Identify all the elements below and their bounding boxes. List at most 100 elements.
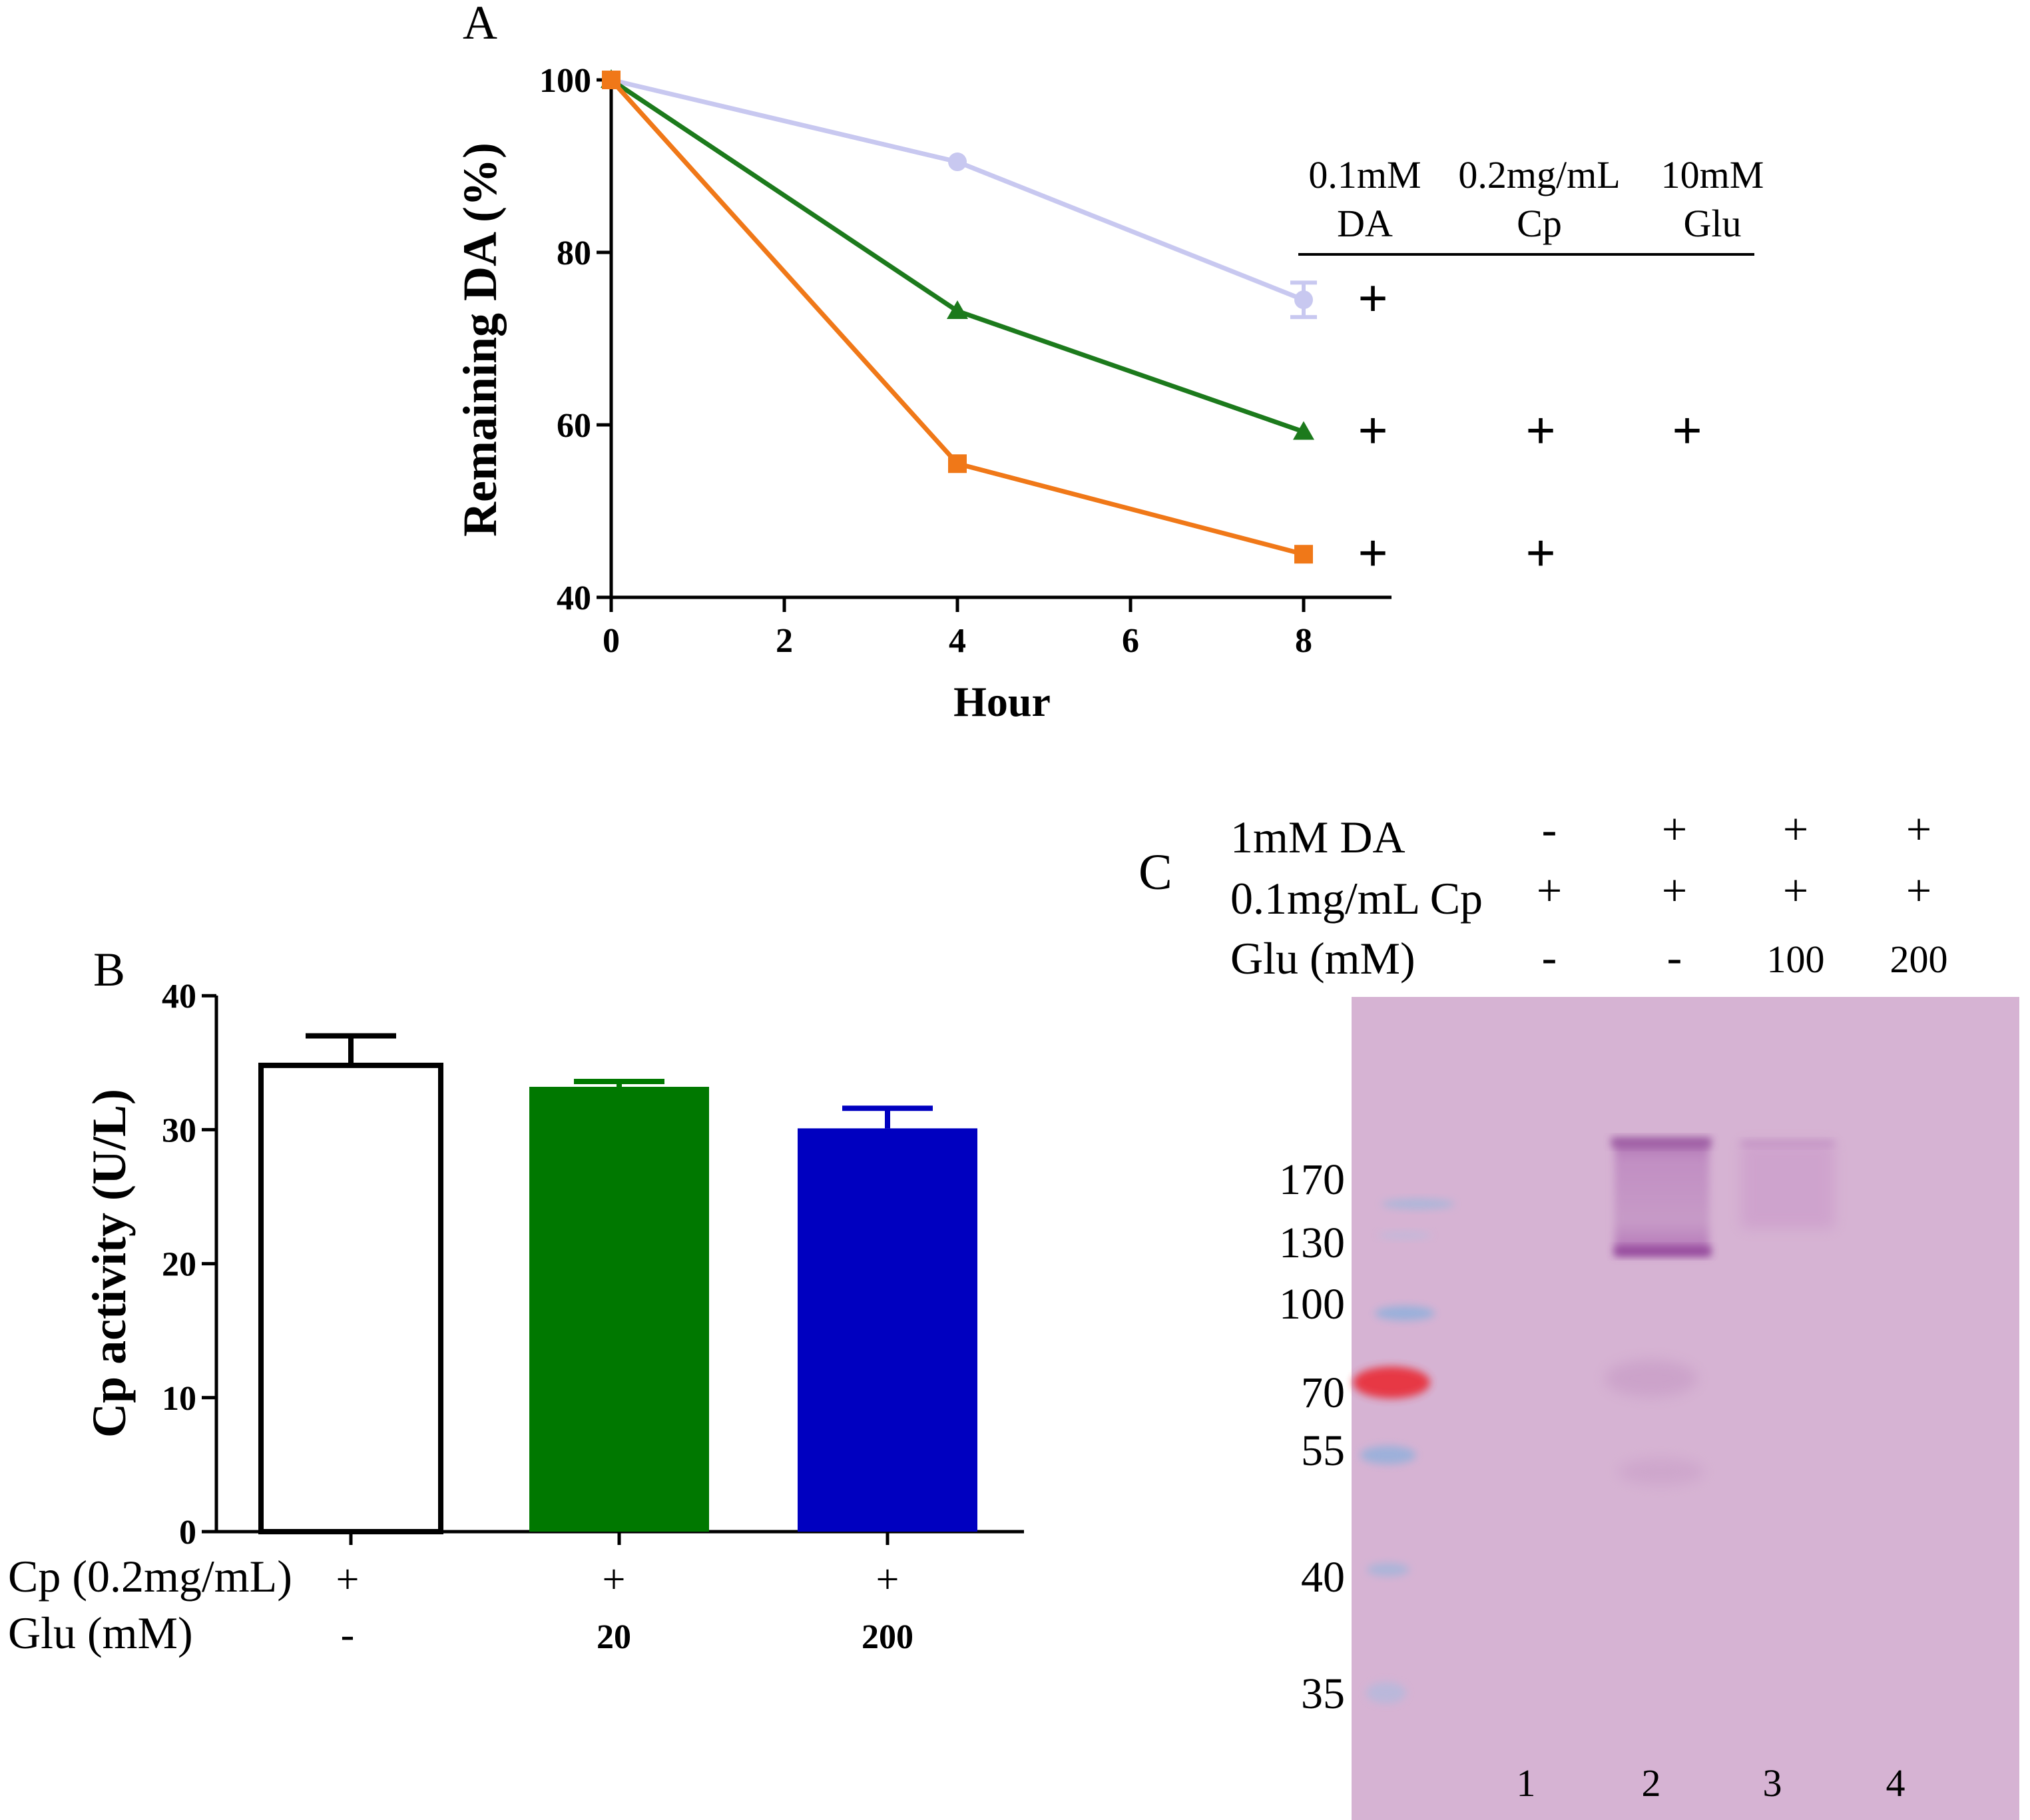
panel-c-label: C bbox=[1139, 844, 1172, 900]
ladder-band-40 bbox=[1367, 1563, 1409, 1576]
panel-b-row-label-glu: Glu (mM) bbox=[8, 1608, 193, 1658]
lane2-top-band bbox=[1611, 1137, 1711, 1147]
panel-a-x-ticks: 0 2 4 6 8 bbox=[603, 597, 1312, 660]
a-point-da-cp bbox=[1294, 545, 1313, 564]
b-glu-cell-3: 200 bbox=[862, 1618, 913, 1656]
a-point-da-cp bbox=[948, 454, 967, 473]
c-marker-35: 35 bbox=[1301, 1669, 1345, 1718]
a-x-tick-label: 0 bbox=[603, 622, 620, 660]
c-lane-number-3: 3 bbox=[1763, 1761, 1782, 1805]
c-lane-number-1: 1 bbox=[1517, 1761, 1536, 1805]
lane2-high-mw-smear bbox=[1615, 1142, 1709, 1255]
b-y-tick-label: 0 bbox=[179, 1514, 196, 1552]
ladder-band-35 bbox=[1366, 1682, 1406, 1703]
panel-c-cond-label-da: 1mM DA bbox=[1230, 812, 1405, 862]
panel-c-cond-label-cp: 0.1mg/mL Cp bbox=[1230, 873, 1483, 924]
lane2-130-band bbox=[1615, 1247, 1711, 1256]
panel-a-legend-rows: + + + + + + bbox=[1358, 270, 1702, 583]
legend-header-glu: Glu bbox=[1684, 202, 1742, 245]
a-x-tick-label: 2 bbox=[776, 622, 793, 660]
panel-b-label: B bbox=[93, 943, 125, 996]
lane2-faint-50 bbox=[1618, 1458, 1704, 1485]
panel-b-bar-chart: B 0 10 20 30 40 Cp activity (U/L) Cp (0.2mg/… bbox=[8, 943, 1024, 1658]
c-cond-r3-lane1: - bbox=[1542, 932, 1557, 982]
c-marker-40: 40 bbox=[1301, 1553, 1345, 1602]
c-cond-r3-lane2: - bbox=[1667, 932, 1682, 982]
a-series-line-da-cp-glu bbox=[610, 78, 1305, 434]
c-marker-100: 100 bbox=[1279, 1280, 1345, 1329]
b-y-tick-label: 10 bbox=[162, 1380, 196, 1418]
panel-a-legend-table: 0.1mM DA 0.2mg/mL Cp 10mM Glu + + + + + + bbox=[1298, 153, 1764, 583]
c-cond-r2-lane4: + bbox=[1906, 865, 1931, 916]
legend-header-cp-conc: 0.2mg/mL bbox=[1458, 153, 1620, 196]
ladder-band-faint bbox=[1378, 1231, 1431, 1239]
b-cp-cell-2: + bbox=[603, 1557, 626, 1602]
a-x-tick-label: 8 bbox=[1295, 622, 1312, 660]
ladder-band-55 bbox=[1360, 1446, 1416, 1464]
c-cond-r1-lane3: + bbox=[1783, 804, 1808, 854]
b-cp-cell-1: + bbox=[336, 1557, 360, 1602]
a-point-da bbox=[1294, 290, 1313, 310]
lane3-top-band bbox=[1741, 1140, 1834, 1147]
legend-cell-r2-c2: + bbox=[1525, 402, 1556, 460]
legend-header-da: DA bbox=[1337, 202, 1393, 245]
ladder-band-70 bbox=[1353, 1366, 1430, 1398]
c-cond-r1-lane2: + bbox=[1662, 804, 1687, 854]
panel-b-condition-rows: + + + - 20 200 bbox=[336, 1557, 913, 1658]
c-marker-55: 55 bbox=[1301, 1426, 1345, 1475]
c-lane-number-2: 2 bbox=[1642, 1761, 1661, 1805]
c-cond-r2-lane2: + bbox=[1662, 865, 1687, 916]
panel-c-condition-grid: - + + + + + + + - - 100 200 bbox=[1537, 804, 1948, 982]
c-cond-r2-lane1: + bbox=[1537, 865, 1562, 916]
c-cond-r3-lane3: 100 bbox=[1767, 938, 1825, 981]
c-cond-r3-lane4: 200 bbox=[1890, 938, 1948, 981]
a-y-tick-label: 60 bbox=[557, 407, 591, 445]
lane3-faint-smear bbox=[1741, 1142, 1834, 1229]
panel-c-cond-label-glu: Glu (mM) bbox=[1230, 933, 1415, 984]
c-marker-130: 130 bbox=[1279, 1219, 1345, 1267]
panel-a-series-group bbox=[601, 69, 1317, 564]
a-series-line-da bbox=[611, 77, 1305, 302]
legend-cell-r3-c1: + bbox=[1358, 524, 1388, 583]
ladder-band-100 bbox=[1375, 1306, 1435, 1321]
b-y-tick-label: 30 bbox=[162, 1111, 196, 1149]
legend-cell-r2-c3: + bbox=[1672, 402, 1702, 460]
b-bar-2 bbox=[529, 1087, 709, 1532]
b-bar-1 bbox=[258, 1062, 443, 1534]
c-cond-r1-lane4: + bbox=[1906, 804, 1931, 854]
c-marker-170: 170 bbox=[1279, 1155, 1345, 1204]
panel-c-western-blot: C 1mM DA 0.1mg/mL Cp Glu (mM) - + + ++ + + +- -… bbox=[1139, 804, 2019, 1820]
panel-c-lane-numbers: 1 2 3 4 bbox=[1517, 1761, 1905, 1805]
panel-a-x-label: Hour bbox=[953, 678, 1051, 725]
blot-membrane bbox=[1352, 997, 2019, 1820]
panel-b-bars bbox=[258, 1033, 977, 1545]
panel-a-label: A bbox=[463, 0, 497, 49]
legend-cell-r2-c1: + bbox=[1358, 402, 1388, 460]
legend-header-da-conc: 0.1mM bbox=[1308, 153, 1421, 196]
a-point-da bbox=[948, 152, 967, 172]
a-x-tick-label: 6 bbox=[1122, 622, 1139, 660]
panel-b-row-label-cp: Cp (0.2mg/mL) bbox=[8, 1551, 292, 1602]
a-point-da-cp-glu bbox=[947, 300, 968, 320]
b-glu-cell-1: - bbox=[341, 1612, 355, 1658]
panel-a-y-label: Remaining DA (%) bbox=[453, 143, 507, 537]
a-y-tick-label: 80 bbox=[557, 234, 591, 272]
b-bar-3 bbox=[798, 1128, 977, 1532]
c-cond-r2-lane3: + bbox=[1783, 865, 1808, 916]
legend-cell-r1-c1: + bbox=[1358, 270, 1388, 328]
panel-b-y-label: Cp activity (U/L) bbox=[83, 1089, 136, 1438]
a-point-da-cp bbox=[602, 71, 621, 89]
ladder-band-170 bbox=[1382, 1199, 1455, 1209]
c-cond-r1-lane1: - bbox=[1542, 804, 1557, 854]
a-x-tick-label: 4 bbox=[949, 622, 966, 660]
a-y-tick-label: 100 bbox=[539, 62, 591, 100]
legend-cell-r3-c2: + bbox=[1525, 524, 1556, 583]
legend-header-cp: Cp bbox=[1517, 202, 1562, 245]
c-lane-number-4: 4 bbox=[1886, 1761, 1905, 1805]
c-marker-70: 70 bbox=[1301, 1368, 1345, 1417]
legend-header-glu-conc: 10mM bbox=[1661, 153, 1764, 196]
b-cp-cell-3: + bbox=[876, 1557, 899, 1602]
b-glu-cell-2: 20 bbox=[597, 1618, 631, 1656]
